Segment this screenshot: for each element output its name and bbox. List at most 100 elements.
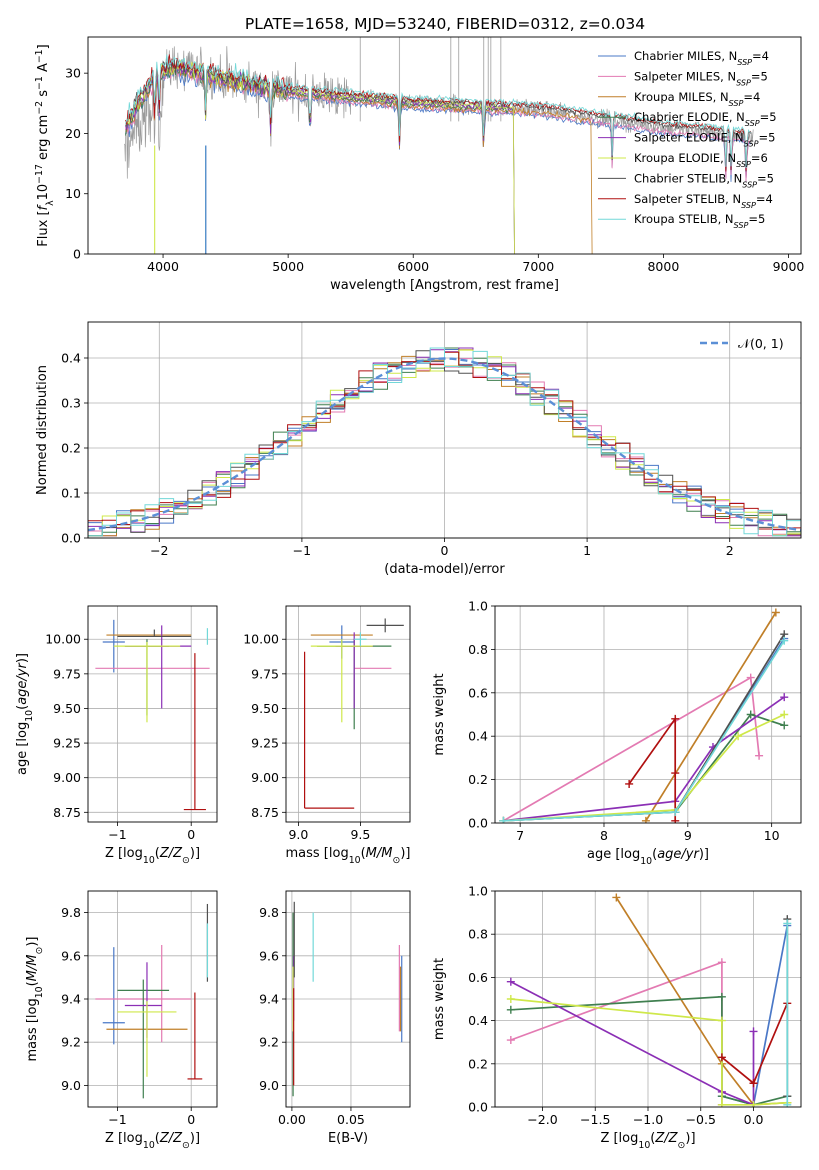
y-tick-label: 9.50	[251, 701, 279, 716]
y-tick-label: 0.2	[61, 441, 81, 456]
x-tick-label: 1	[583, 543, 591, 558]
x-tick-label: −0.5	[686, 1112, 716, 1127]
age-vs-Z-panel: −1 0 8.75 9.00 9.25 9.50 9.75 10.00 Z [log10(Z/Z…	[15, 605, 218, 866]
legend-label: Kroupa ELODIE, NSSP=6	[634, 151, 768, 169]
y-tick-label: 9.8	[259, 905, 279, 920]
spectrum-y-axis-label: Flux [fλ10−17 erg cm−2 s−1 A−1]	[34, 44, 56, 246]
age-vs-Z-y-axis-label: age [log10(age/yr)]	[15, 653, 35, 775]
weight-marker	[499, 816, 508, 823]
mass-weight-vs-age-panel: 7 8 9 10 0.0 0.2 0.4 0.6 0.8 1.0 age [log10(age/yr…	[432, 599, 802, 867]
legend-label: Kroupa MILES, NSSP=4	[634, 90, 760, 108]
age-vs-Z-frame	[87, 605, 218, 823]
y-tick-label: 9.00	[53, 770, 81, 785]
figure-title: PLATE=1658, MJD=53240, FIBERID=0312, z=0…	[245, 15, 645, 33]
x-tick-label: 6000	[397, 259, 429, 274]
error-point-salpeter-stelib	[183, 653, 206, 811]
x-tick-label: 4000	[147, 259, 179, 274]
weight-marker	[506, 1036, 515, 1045]
mass-weight-vs-Z-x-axis-label: Z [log10(Z/Z⊙)]	[600, 1131, 695, 1151]
weight-series-kroupa-elodie	[506, 995, 792, 1107]
weight-marker	[671, 816, 680, 823]
y-tick-label: 0.4	[468, 729, 488, 744]
y-tick-label: 8.75	[53, 805, 81, 820]
y-tick-label: 9.6	[259, 948, 279, 963]
y-tick-label: 9.75	[251, 666, 279, 681]
mass-weight-vs-Z-plot-area	[506, 893, 792, 1107]
weight-series-chabrier-stelib	[671, 630, 789, 817]
error-point-kroupa-elodie	[113, 642, 181, 723]
model-line-kroupa-elodie	[125, 59, 515, 254]
x-tick-label: −1	[108, 827, 126, 842]
mass-vs-Z-y-axis-label: mass [log10(M/M⊙)]	[25, 937, 45, 1062]
x-tick-label: 0.0	[744, 1112, 764, 1127]
y-tick-label: 0.6	[468, 970, 488, 985]
residuals-panel: −2 −1 0 1 2 0.0 0.1 0.2 0.3 0.4 (data-model)/error…	[35, 321, 802, 577]
weight-marker	[780, 721, 789, 730]
weight-marker	[612, 893, 621, 902]
weight-series-salpeter-stelib	[717, 999, 792, 1088]
weight-series-kroupa-stelib	[499, 636, 789, 823]
weight-marker	[506, 977, 515, 986]
weight-line	[503, 713, 785, 822]
x-tick-label: −1.0	[633, 1112, 663, 1127]
error-point-chabrier-elodie	[117, 979, 170, 1099]
x-tick-label: −1	[293, 543, 311, 558]
weight-marker	[506, 995, 515, 1003]
weight-line	[645, 612, 777, 822]
y-tick-label: 9.50	[53, 701, 81, 716]
error-point-salpeter-elodie	[335, 632, 373, 709]
y-tick-label: 0.0	[468, 1100, 488, 1115]
x-tick-label: 10	[764, 828, 780, 843]
model-line-kroupa-miles	[125, 63, 593, 254]
weight-marker	[671, 769, 680, 778]
x-tick-label: 9	[684, 828, 692, 843]
weight-line	[510, 980, 755, 1107]
y-tick-label: 0.6	[468, 685, 488, 700]
y-tick-label: 0.2	[468, 772, 488, 787]
mass-weight-vs-age-frame	[494, 605, 802, 824]
spectrum-panel: 4000 5000 6000 7000 8000 9000 0 10 20 30 wavelengt…	[34, 36, 804, 293]
weight-marker	[780, 636, 789, 645]
weight-marker	[755, 751, 764, 760]
weight-marker	[671, 808, 680, 817]
x-tick-label: 2	[726, 543, 734, 558]
weight-marker	[717, 1100, 726, 1107]
legend-label: 𝒩(0, 1)	[738, 336, 784, 351]
y-tick-label: 1.0	[468, 599, 488, 614]
error-point-kroupa-elodie	[117, 1001, 177, 1077]
weight-series-kroupa-elodie	[499, 710, 789, 823]
age-vs-mass-panel: 9.0 9.5 8.75 9.00 9.25 9.50 9.75 10.00 mass [log…	[243, 605, 410, 866]
x-tick-label: 0	[187, 1112, 195, 1127]
mass-vs-EBV-frame	[285, 890, 411, 1108]
y-tick-label: 0.4	[61, 351, 81, 366]
weight-marker	[717, 958, 726, 967]
y-tick-label: 0.3	[61, 396, 81, 411]
age-vs-Z-x-axis-label: Z [log10(Z/Z⊙)]	[105, 846, 200, 866]
y-tick-label: 10	[65, 186, 81, 201]
weight-marker	[625, 779, 634, 788]
y-tick-label: 0.1	[61, 486, 81, 501]
x-tick-label: 9.0	[288, 827, 308, 842]
weight-marker	[746, 710, 755, 719]
residuals-plot-area	[88, 347, 801, 537]
spectrum-plot-area	[123, 37, 754, 254]
mass-vs-Z-x-axis-label: Z [log10(Z/Z⊙)]	[105, 1131, 200, 1151]
residuals-frame	[87, 321, 802, 539]
weight-marker	[671, 714, 680, 723]
y-tick-label: 1.0	[468, 884, 488, 899]
y-tick-label: 0.2	[468, 1056, 488, 1071]
age-vs-mass-plot-area	[304, 618, 404, 809]
mass-vs-Z-frame	[87, 890, 218, 1108]
weight-line	[628, 716, 677, 821]
y-tick-label: 0.8	[468, 927, 488, 942]
age-vs-Z-plot-area	[95, 619, 210, 811]
mass-vs-Z-plot-area	[95, 903, 209, 1099]
mass-vs-EBV-plot-area	[292, 901, 403, 1097]
mass-vs-EBV-x-axis-label: E(B-V)	[328, 1131, 368, 1146]
error-point-salpeter-elodie	[124, 625, 192, 709]
y-tick-label: 9.8	[61, 905, 81, 920]
x-tick-label: 0	[187, 827, 195, 842]
weight-series-salpeter-elodie	[499, 693, 789, 823]
weight-marker	[734, 732, 743, 741]
y-tick-label: 9.75	[53, 666, 81, 681]
